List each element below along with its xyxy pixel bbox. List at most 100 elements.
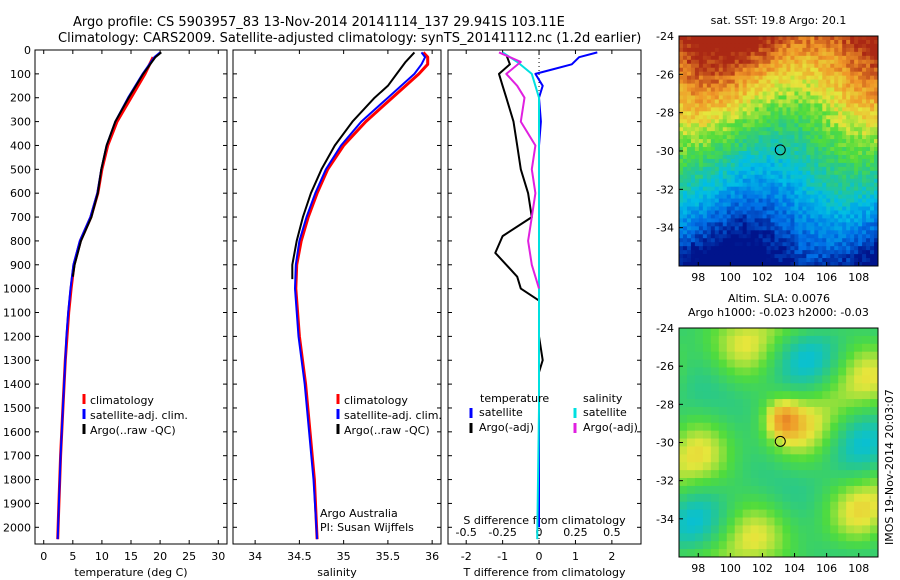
map-cell — [710, 99, 716, 104]
map-cell — [742, 198, 748, 203]
map-cell — [754, 83, 759, 88]
map-cell — [679, 127, 684, 132]
map-cell — [702, 91, 708, 96]
map-cell — [690, 242, 696, 247]
map-cell — [814, 422, 823, 432]
map-cell — [846, 182, 851, 188]
map-cell — [862, 262, 867, 267]
map-cell — [690, 230, 696, 235]
map-cell — [774, 246, 779, 251]
map-cell — [854, 115, 859, 120]
map-cell — [694, 194, 700, 199]
map-cell — [730, 194, 736, 199]
map-cell — [766, 198, 771, 203]
map-cell — [710, 335, 720, 345]
map-cell — [682, 218, 688, 223]
map-cell — [810, 194, 815, 199]
map-cell — [834, 162, 839, 168]
map-cell — [686, 462, 696, 471]
map-cell — [854, 351, 863, 360]
map-cell — [766, 422, 775, 432]
annotation-line: PI: Susan Wijffels — [320, 521, 414, 534]
map-cell — [682, 186, 688, 192]
map-cell — [862, 541, 871, 550]
map-cell — [770, 170, 775, 176]
map-cell — [734, 51, 740, 57]
map-cell — [870, 254, 875, 259]
map-cell — [750, 258, 756, 263]
map-cell — [838, 454, 847, 463]
map-cell — [714, 115, 720, 120]
map-cell — [870, 147, 875, 152]
map-cell — [730, 218, 736, 223]
map-cell — [798, 198, 803, 203]
map-cell — [778, 162, 783, 168]
map-cell — [806, 87, 811, 92]
map-cell — [782, 343, 791, 353]
map-cell — [774, 87, 779, 92]
map-cell — [722, 254, 728, 259]
map-cell — [830, 190, 835, 196]
map-cell — [770, 258, 775, 263]
map-cell — [734, 234, 740, 239]
map-cell — [778, 151, 783, 156]
map-cell — [806, 533, 815, 542]
map-cell — [790, 182, 795, 188]
map-cell — [686, 75, 692, 81]
map-cell — [810, 39, 815, 45]
map-cell — [726, 501, 736, 511]
map-cell — [822, 95, 827, 100]
map-cell — [770, 79, 775, 84]
map-cell — [722, 47, 728, 53]
map-cell — [874, 51, 879, 57]
map-cell — [762, 246, 767, 251]
map-cell — [866, 242, 871, 247]
map-cell — [850, 246, 855, 251]
map-cell — [854, 533, 863, 542]
map-cell — [850, 214, 855, 219]
map-cell — [718, 147, 724, 152]
map-cell — [686, 36, 692, 41]
map-cell — [874, 190, 879, 196]
map-cell — [746, 222, 752, 227]
map-cell — [706, 210, 712, 215]
map-cell — [758, 63, 763, 69]
map-cell — [866, 107, 871, 112]
map-cell — [682, 51, 688, 57]
map-cell — [714, 162, 720, 168]
map-cell — [694, 367, 704, 376]
map-cell — [790, 414, 799, 424]
map-cell — [862, 525, 871, 534]
map-cell — [806, 470, 815, 479]
map-cell — [750, 190, 756, 196]
map-cell — [790, 478, 799, 487]
map-cell — [830, 406, 839, 416]
map-cell — [682, 202, 688, 207]
map-cell — [834, 258, 839, 263]
map-cell — [838, 422, 847, 432]
map-cell — [874, 95, 879, 100]
map-cell — [718, 75, 724, 81]
map-cell — [830, 158, 835, 164]
map-cell — [862, 367, 871, 376]
map-cell — [798, 170, 803, 176]
map-cell — [679, 210, 684, 215]
map-cell — [790, 178, 795, 184]
map-cell — [866, 162, 871, 168]
map-cell — [726, 462, 736, 471]
map-cell — [854, 158, 859, 164]
map-cell — [754, 71, 759, 77]
map-cell — [874, 63, 879, 69]
map-cell — [766, 470, 775, 479]
map-cell — [742, 83, 748, 88]
map-cell — [814, 210, 819, 215]
map-cell — [814, 71, 819, 77]
map-cell — [790, 95, 795, 100]
map-cell — [770, 115, 775, 120]
map-cell — [750, 210, 756, 215]
map-cell — [874, 107, 879, 112]
map-cell — [718, 166, 724, 172]
map-cell — [814, 462, 823, 471]
map-cell — [818, 210, 823, 215]
map-cell — [734, 454, 744, 463]
